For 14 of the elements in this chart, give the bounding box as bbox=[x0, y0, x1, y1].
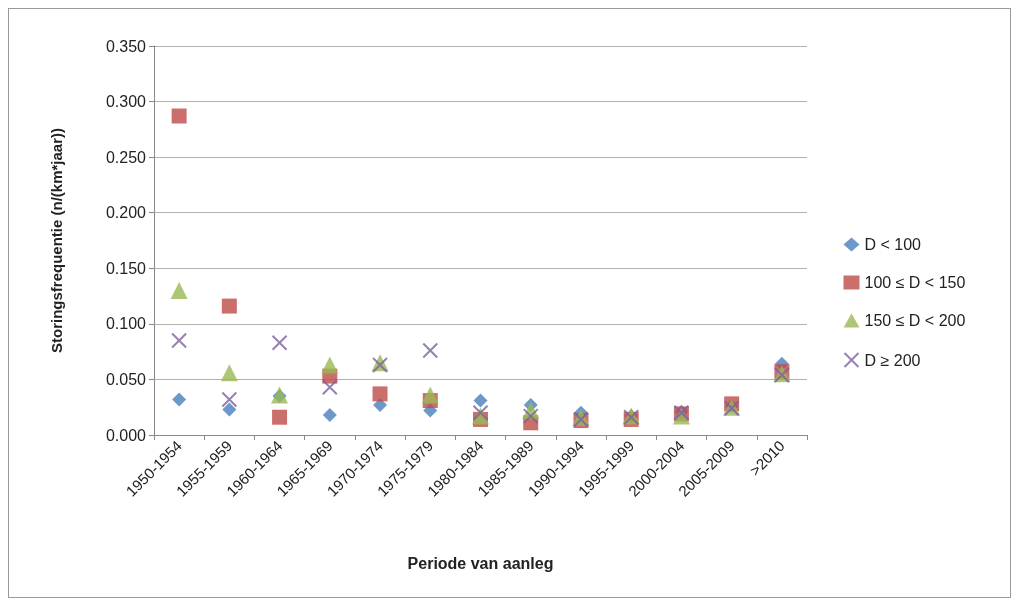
y-tick-label: 0.100 bbox=[105, 315, 147, 333]
y-axis-title: Storingsfrequentie (n/(km*jaar)) bbox=[48, 127, 65, 354]
legend-label: 150 ≤ D < 200 bbox=[864, 312, 966, 329]
y-tick-label: 0.150 bbox=[105, 259, 147, 277]
y-tick-label: 0.000 bbox=[105, 426, 147, 444]
legend-label: D ≥ 200 bbox=[864, 351, 921, 369]
y-tick-label: 0.200 bbox=[105, 204, 147, 222]
y-tick-label: 0.300 bbox=[105, 93, 147, 111]
legend-label: 100 ≤ D < 150 bbox=[864, 274, 966, 291]
y-tick-label: 0.250 bbox=[105, 148, 147, 166]
legend-label: D < 100 bbox=[864, 236, 922, 253]
y-tick-label: 0.350 bbox=[105, 37, 147, 55]
x-axis-title: Periode van aanleg bbox=[407, 554, 554, 572]
y-tick-label: 0.050 bbox=[105, 370, 147, 388]
